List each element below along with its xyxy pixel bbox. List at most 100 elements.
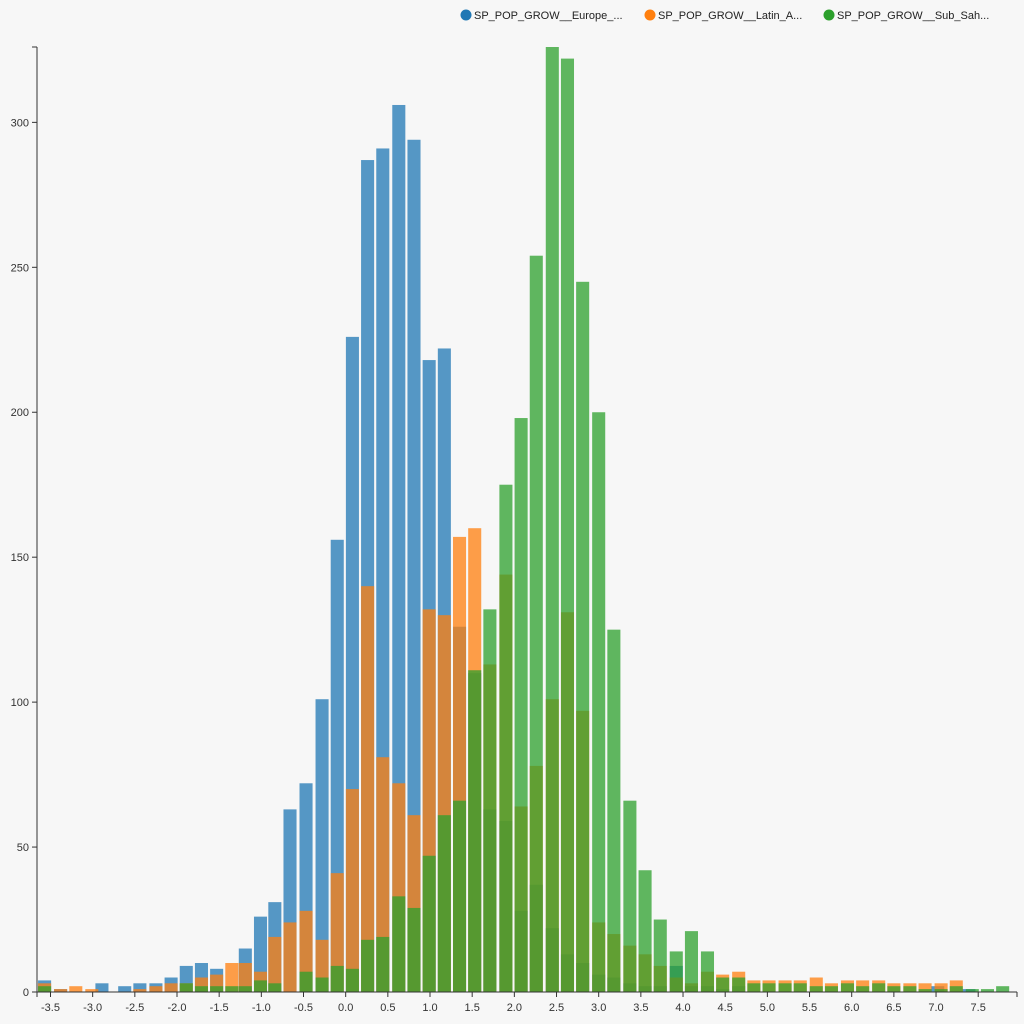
legend-item-0[interactable]: SP_POP_GROW__Europe_... [460, 9, 623, 23]
x-tick-label: 7.5 [971, 1002, 986, 1014]
x-tick-label: -0.5 [294, 1002, 313, 1014]
x-tick-label: -1.5 [210, 1002, 229, 1014]
x-tick-label: 0.0 [338, 1002, 353, 1014]
legend-label: SP_POP_GROW__Sub_Sah... [837, 10, 989, 22]
bar-s2-37 [747, 983, 761, 992]
bar-s2-20 [483, 609, 497, 992]
bar-s2-15 [407, 907, 421, 992]
bar-s2-41 [809, 986, 823, 992]
x-tick-label: -2.0 [168, 1002, 187, 1014]
bar-s2-48 [918, 989, 932, 992]
bar-s0-21 [407, 139, 421, 992]
legend-label: SP_POP_GROW__Latin_A... [658, 10, 802, 22]
bar-s2-43 [840, 983, 855, 992]
x-tick-label: 5.5 [802, 1002, 817, 1014]
bar-s2-16 [422, 855, 436, 992]
bar-s2-36 [732, 977, 746, 992]
bar-s2-32 [669, 951, 683, 992]
bar-s2-24 [545, 47, 559, 992]
y-tick-label: 50 [17, 842, 29, 854]
bar-s0-4 [133, 983, 147, 992]
x-tick-label: 7.0 [928, 1002, 943, 1014]
bar-s2-6 [253, 980, 268, 992]
bars-group [38, 47, 1010, 993]
bar-s1-56 [934, 983, 948, 992]
bar-s2-7 [268, 983, 282, 992]
bar-s1-55 [918, 983, 932, 992]
x-tick-label: 0.5 [380, 1002, 395, 1014]
bar-s0-3 [118, 986, 132, 992]
bar-s2-3 [210, 986, 224, 992]
y-tick-label: 250 [11, 262, 29, 274]
x-tick-label: 1.5 [465, 1002, 480, 1014]
bar-s1-14 [283, 922, 297, 992]
bar-s2-25 [560, 58, 575, 993]
x-axis: -3.5 -3.0 -2.5 -2.0 -1.5 -1.0 -0.5 0.0 0.5 1.0 1.5… [36, 991, 1018, 1014]
bar-s2-17 [437, 815, 451, 992]
x-tick-label: 1.0 [422, 1002, 437, 1014]
x-tick-label: 5.0 [760, 1002, 775, 1014]
legend-swatch [644, 9, 656, 21]
bar-s2-46 [887, 986, 901, 992]
bar-s2-39 [778, 983, 792, 992]
bar-s2-27 [592, 412, 606, 992]
bar-s2-49 [934, 989, 948, 992]
bar-s2-22 [514, 418, 528, 992]
legend-swatch [823, 9, 835, 21]
bar-s2-1 [179, 983, 193, 992]
legend-swatch [460, 9, 472, 21]
bar-s0-2 [95, 983, 109, 992]
y-tick-label: 150 [11, 552, 29, 564]
bar-s1-4 [133, 989, 147, 992]
bar-s2-0 [38, 986, 52, 992]
bar-s2-12 [361, 939, 375, 992]
x-tick-label: -3.0 [83, 1002, 102, 1014]
x-tick-label: 6.5 [886, 1002, 901, 1014]
bar-s1-10 [225, 963, 239, 992]
bar-s2-45 [872, 983, 886, 992]
bar-s2-29 [623, 800, 637, 992]
bar-s2-47 [903, 986, 917, 992]
bar-s1-18 [345, 789, 359, 992]
x-tick-label: 6.0 [844, 1002, 859, 1014]
legend: SP_POP_GROW__Europe_... SP_POP_GROW__Lati… [460, 9, 990, 23]
bar-s1-3 [85, 989, 99, 992]
legend-label: SP_POP_GROW__Europe_... [474, 10, 623, 22]
legend-item-2[interactable]: SP_POP_GROW__Sub_Sah... [823, 9, 990, 23]
x-tick-label: 4.5 [718, 1002, 733, 1014]
bar-s2-52 [980, 989, 995, 992]
bar-s2-53 [996, 986, 1010, 992]
bar-s1-6 [164, 983, 178, 992]
bar-s2-4 [225, 986, 239, 992]
bar-s2-14 [392, 896, 406, 992]
bar-s2-40 [793, 983, 807, 992]
bar-s2-35 [716, 977, 730, 992]
x-tick-label: 2.5 [549, 1002, 564, 1014]
bar-s2-5 [238, 986, 252, 992]
bar-s2-10 [330, 965, 344, 992]
bar-s2-26 [576, 281, 590, 992]
bar-s2-34 [700, 951, 715, 992]
bar-s2-28 [607, 629, 621, 992]
y-tick-label: 0 [23, 987, 29, 999]
legend-item-1[interactable]: SP_POP_GROW__Latin_A... [644, 9, 803, 23]
x-tick-label: -2.5 [125, 1002, 144, 1014]
bar-s2-31 [653, 919, 667, 992]
bar-s2-2 [194, 986, 208, 992]
bar-s2-38 [762, 983, 776, 992]
bar-s2-8 [299, 971, 313, 992]
series-2 [38, 47, 1010, 993]
bar-s0-15 [315, 699, 329, 992]
bar-s2-42 [824, 986, 838, 992]
x-tick-label: 3.0 [591, 1002, 606, 1014]
bar-s1-1 [54, 989, 68, 992]
bar-s1-19 [361, 586, 375, 992]
bar-s2-9 [315, 977, 329, 992]
bar-s2-51 [965, 989, 979, 992]
bar-s1-13 [268, 936, 282, 992]
bar-s1-2 [69, 986, 83, 992]
bar-s0-20 [392, 104, 406, 993]
bar-s2-21 [499, 484, 513, 992]
bar-s1-11 [238, 963, 252, 992]
